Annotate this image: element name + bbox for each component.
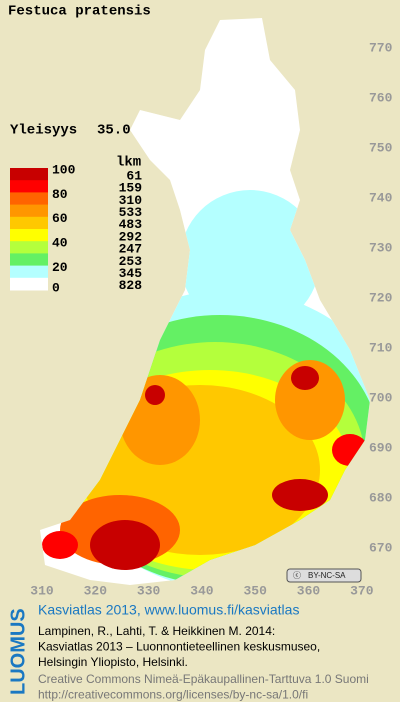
legend-count: 828	[119, 278, 143, 293]
legend-count: 247	[119, 242, 142, 257]
legend-swatch	[10, 241, 48, 254]
y-grid-label: 710	[369, 340, 393, 355]
legend-scale-label: 40	[52, 236, 68, 251]
legend-swatch	[10, 192, 48, 206]
legend-count: 253	[119, 254, 143, 269]
legend-count: 159	[119, 181, 143, 196]
zone	[332, 434, 368, 466]
legend-scale-label: 80	[52, 187, 68, 202]
legend-swatch	[10, 168, 48, 181]
zone	[272, 479, 328, 511]
legend-scale-label: 100	[52, 162, 76, 177]
distribution-map	[40, 18, 370, 585]
y-grid-label: 720	[369, 290, 393, 305]
zone	[145, 385, 165, 405]
legend-swatch	[10, 216, 48, 230]
y-grid-label: 670	[369, 540, 393, 555]
citation-line: Helsingin Yliopisto, Helsinki.	[38, 655, 188, 669]
frequency-value: 35.0	[97, 123, 131, 139]
legend-swatch	[10, 204, 48, 218]
legend-count: 292	[119, 229, 143, 244]
footer-heading: Kasviatlas 2013, www.luomus.fi/kasviatla…	[38, 602, 299, 618]
legend-swatch	[10, 265, 48, 279]
y-grid-label: 770	[369, 40, 393, 55]
zone	[291, 366, 319, 390]
y-grid-label: 690	[369, 440, 393, 455]
legend-scale-label: 0	[52, 280, 60, 295]
legend-swatch	[10, 229, 48, 242]
legend-swatch	[10, 277, 48, 291]
frequency-label: Yleisyys	[10, 123, 77, 139]
license-badge: BY-NC-SA	[308, 571, 346, 580]
license-line: http://creativecommons.org/licenses/by-n…	[38, 688, 308, 702]
y-grid-label: 700	[369, 390, 393, 405]
y-grid-label: 740	[369, 190, 393, 205]
y-grid-label: 760	[369, 90, 393, 105]
license-badge-box	[286, 568, 362, 583]
zone	[90, 520, 160, 570]
legend-count: 483	[119, 217, 143, 232]
logo: LUOMUS	[7, 608, 29, 695]
x-grid-label: 330	[137, 583, 161, 598]
x-grid-label: 310	[30, 583, 54, 598]
title: Festuca pratensis	[8, 4, 151, 20]
legend-scale-label: 60	[52, 211, 68, 226]
y-grid-label: 750	[369, 140, 393, 155]
x-grid-label: 360	[297, 583, 321, 598]
legend-count: 310	[119, 193, 143, 208]
citation-line: Lampinen, R., Lahti, T. & Heikkinen M. 2…	[38, 624, 275, 638]
legend-swatch	[10, 180, 48, 193]
legend-count: 61	[126, 168, 142, 183]
x-grid-label: 350	[243, 583, 267, 598]
zone	[42, 531, 78, 559]
y-grid-label: 730	[369, 240, 393, 255]
legend-header: lkm	[116, 155, 141, 171]
y-grid-label: 680	[369, 490, 393, 505]
citation-line: Kasviatlas 2013 – Luonnontieteellinen ke…	[38, 640, 320, 654]
legend-scale-label: 20	[52, 260, 68, 275]
legend-swatch	[10, 253, 48, 267]
legend-count: 533	[119, 205, 143, 220]
x-grid-label: 340	[190, 583, 214, 598]
legend-count: 345	[119, 266, 143, 281]
x-grid-label: 320	[84, 583, 108, 598]
x-grid-label: 370	[350, 583, 374, 598]
cc-icon: ⓒ	[293, 571, 301, 580]
license-line: Creative Commons Nimeä-Epäkaupallinen-Ta…	[38, 672, 369, 686]
